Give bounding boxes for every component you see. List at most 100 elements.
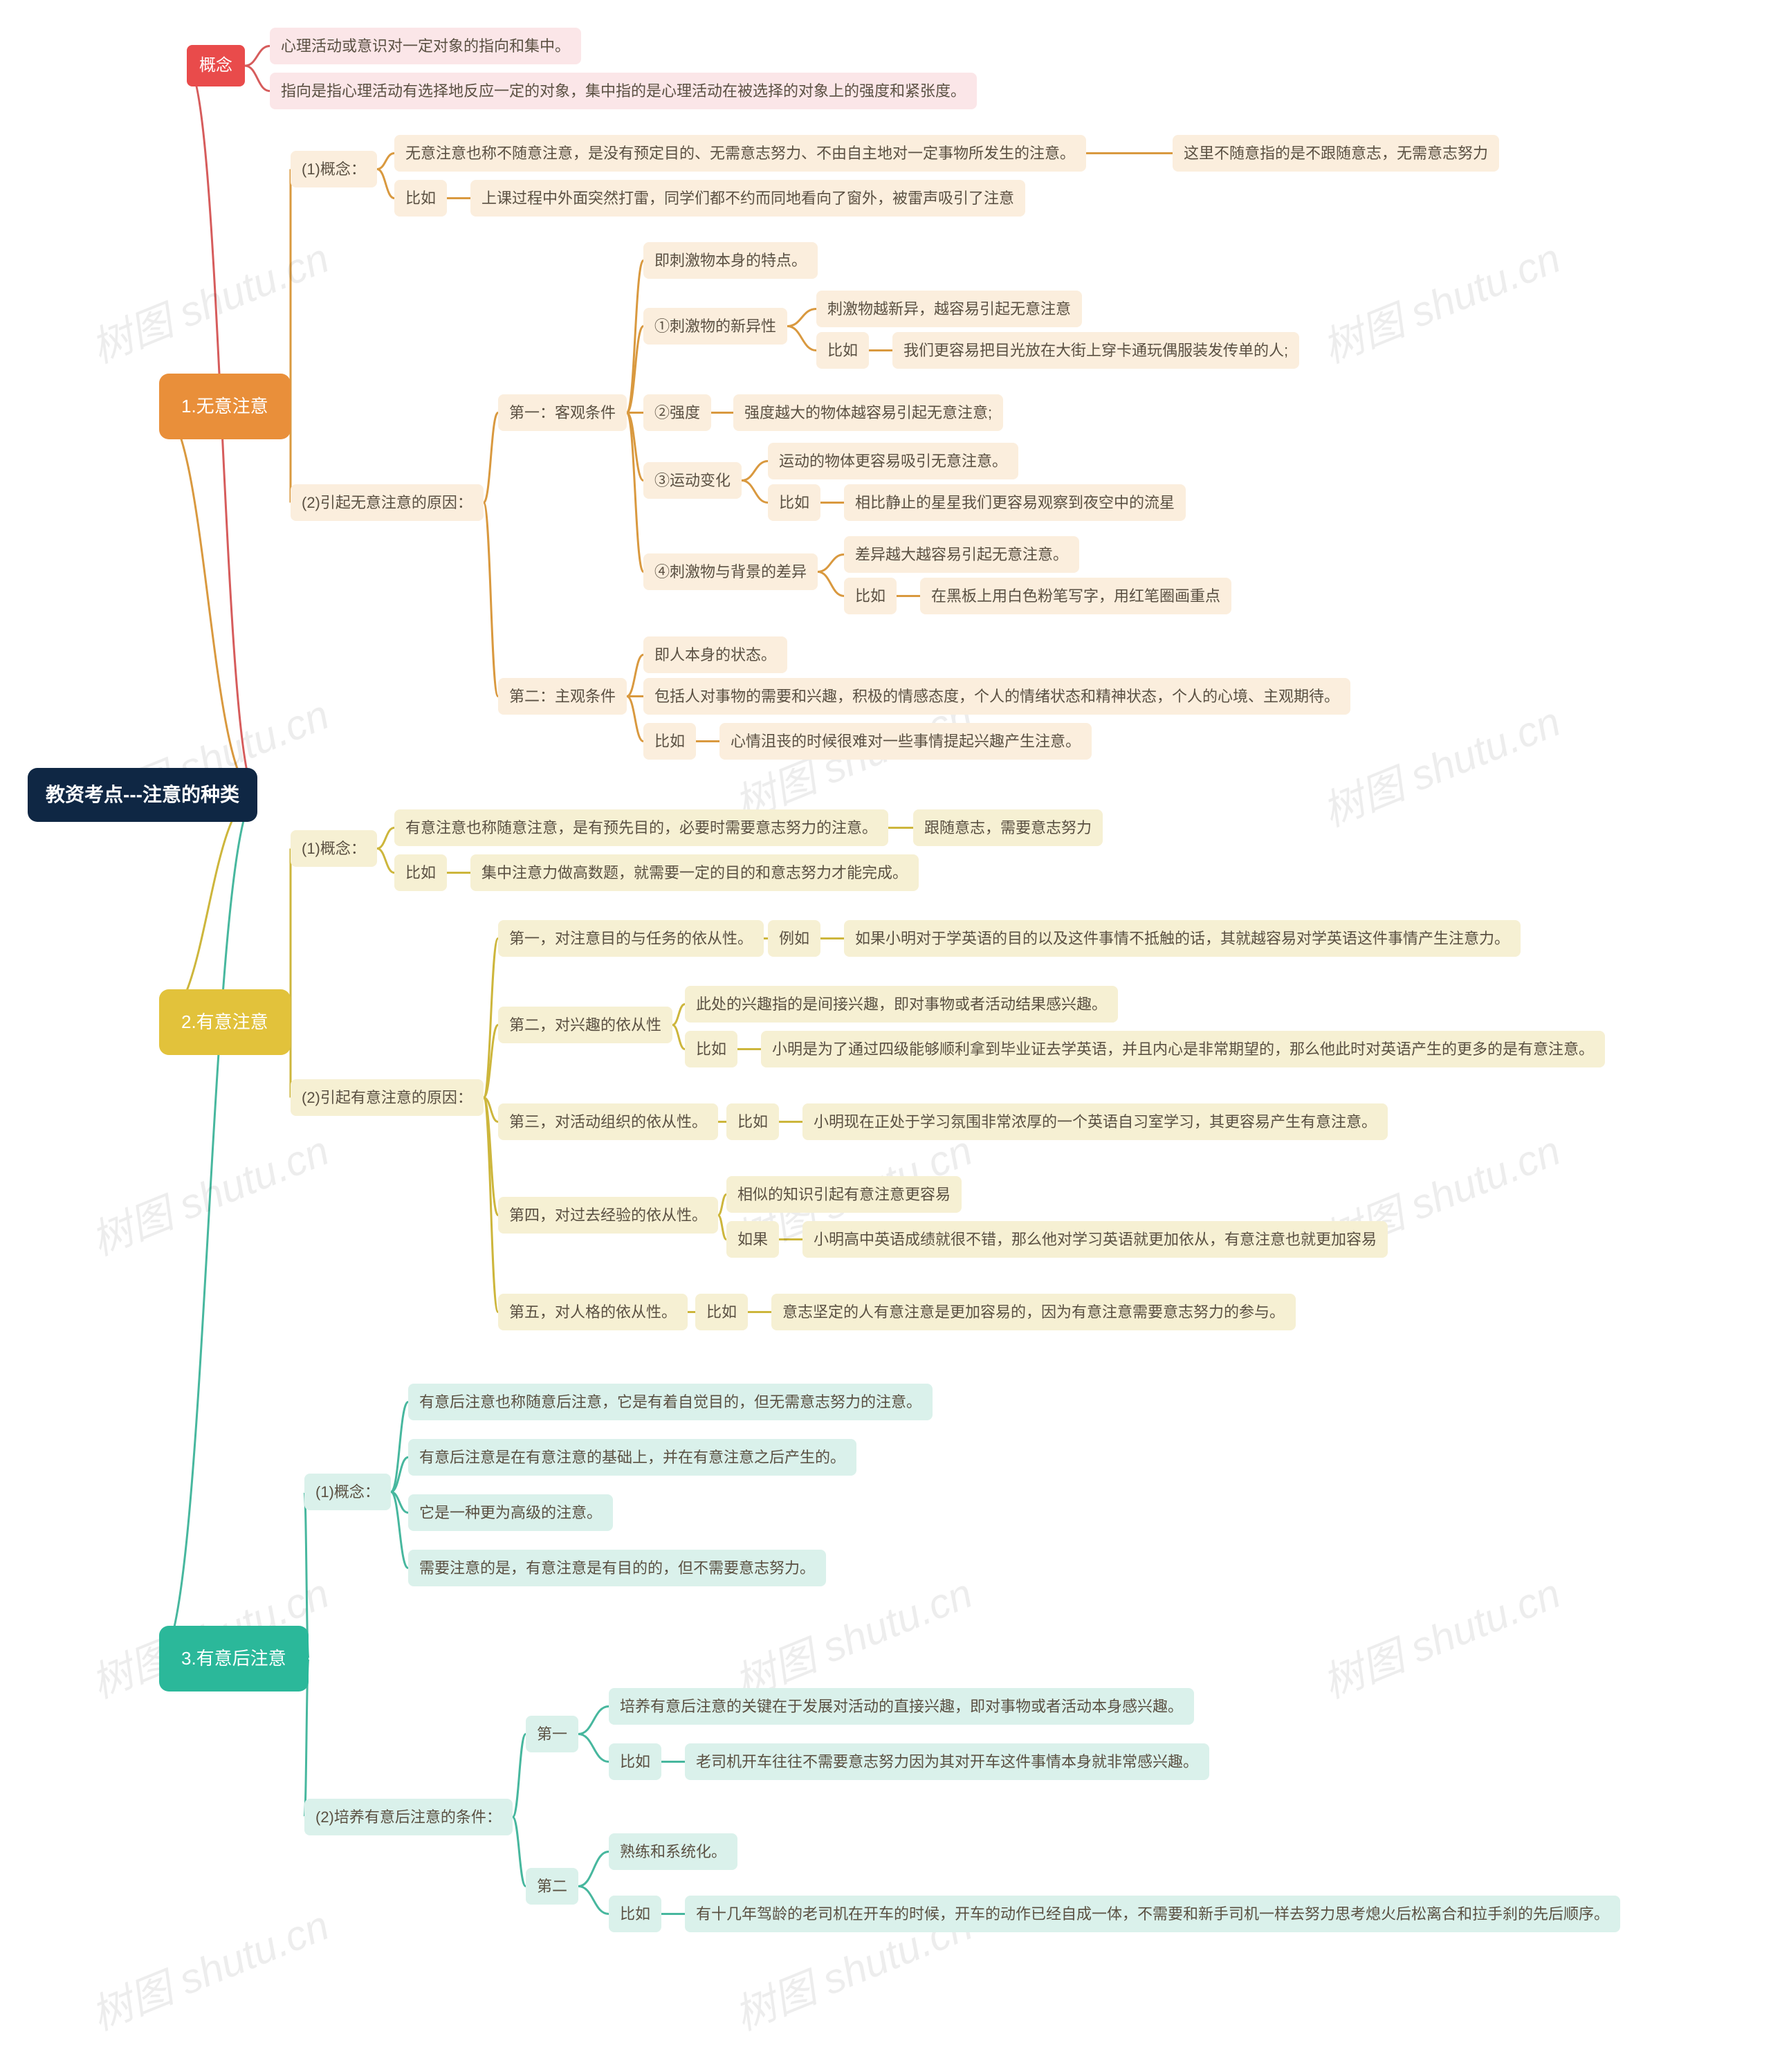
edge	[484, 1098, 498, 1216]
root-node: 教资考点---注意的种类	[28, 768, 257, 822]
node-label: 比如	[816, 332, 869, 369]
edge	[377, 849, 394, 873]
edge	[578, 1734, 609, 1762]
node-label: ④刺激物与背景的差异	[643, 553, 818, 590]
node-label: 有意后注意是在有意注意的基础上，并在有意注意之后产生的。	[408, 1439, 856, 1476]
node-label: 小明高中英语成绩就很不错，那么他对学习英语就更加依从，有意注意也就更加容易	[802, 1221, 1388, 1258]
node-label: 第二，对兴趣的依从性	[498, 1007, 672, 1043]
edge	[159, 795, 257, 1023]
node-label: (1)概念：	[304, 1474, 391, 1510]
node-label: (1)概念：	[291, 830, 377, 867]
node-label: 在黑板上用白色粉笔写字，用红笔圈画重点	[920, 578, 1231, 614]
node-label: 第三，对活动组织的依从性。	[498, 1103, 718, 1140]
node-label: 小明是为了通过四级能够顺利拿到毕业证去学英语，并且内心是非常期望的，那么他此时对…	[761, 1031, 1605, 1067]
edge	[484, 503, 498, 697]
node-label: 此处的兴趣指的是间接兴趣，即对事物或者活动结果感兴趣。	[685, 986, 1118, 1023]
edge	[245, 46, 270, 66]
node-label: 培养有意后注意的关键在于发展对活动的直接兴趣，即对事物或者活动本身感兴趣。	[609, 1688, 1194, 1725]
node-label: (2)引起有意注意的原因：	[291, 1079, 484, 1116]
node-label: 第二：主观条件	[498, 678, 627, 715]
edge	[484, 1098, 498, 1122]
node-label: 第二	[526, 1868, 578, 1905]
edge	[578, 1852, 609, 1887]
node-label: 跟随意志，需要意志努力	[913, 809, 1103, 846]
edge	[742, 461, 768, 481]
watermark: 树图 shutu.cn	[1312, 225, 1568, 375]
watermark: 树图 shutu.cn	[81, 1117, 337, 1267]
edge	[484, 1025, 498, 1098]
node-label: 比如	[643, 723, 696, 760]
edge	[377, 154, 394, 169]
node-label: 第一	[526, 1716, 578, 1752]
watermark: 树图 shutu.cn	[1312, 1560, 1568, 1710]
edge	[718, 1216, 726, 1240]
node-label: 比如	[726, 1103, 779, 1140]
edge	[377, 828, 394, 849]
node-label: 比如	[609, 1896, 661, 1932]
node-label: (2)引起无意注意的原因：	[291, 484, 484, 521]
node-label: 无意注意也称不随意注意，是没有预定目的、无需意志努力、不由自主地对一定事物所发生…	[394, 135, 1086, 172]
node-label: 第四，对过去经验的依从性。	[498, 1197, 718, 1234]
node-label: 心理活动或意识对一定对象的指向和集中。	[270, 28, 581, 64]
node-label: 需要注意的是，有意注意是有目的的，但不需要意志努力。	[408, 1550, 826, 1586]
edge	[627, 697, 643, 742]
node-label: 比如	[394, 180, 447, 217]
edge	[627, 655, 643, 697]
watermark: 树图 shutu.cn	[1312, 688, 1568, 838]
edge	[484, 413, 498, 503]
node-label: 熟练和系统化。	[609, 1833, 737, 1870]
edge	[578, 1707, 609, 1734]
edge	[787, 309, 816, 327]
edge	[742, 481, 768, 503]
node-label: 有十几年驾龄的老司机在开车的时候，开车的动作已经自成一体，不需要和新手司机一样去…	[685, 1896, 1620, 1932]
watermark: 树图 shutu.cn	[81, 1892, 337, 2042]
node-label: 比如	[768, 484, 820, 521]
edge	[627, 413, 643, 481]
edge	[484, 1098, 498, 1312]
category-node: 1.无意注意	[159, 374, 291, 439]
node-label: 意志坚定的人有意注意是更加容易的，因为有意注意需要意志努力的参与。	[771, 1294, 1296, 1330]
node-label: 老司机开车往往不需要意志努力因为其对开车这件事情本身就非常感兴趣。	[685, 1743, 1209, 1780]
node-label: ③运动变化	[643, 462, 742, 499]
node-label: 相比静止的星星我们更容易观察到夜空中的流星	[844, 484, 1186, 521]
node-label: (2)培养有意后注意的条件：	[304, 1799, 513, 1835]
edge	[159, 795, 257, 1659]
node-label: 如果	[726, 1221, 779, 1258]
edge	[818, 555, 844, 572]
node-label: 有意后注意也称随意后注意，它是有着自觉目的，但无需意志努力的注意。	[408, 1384, 933, 1420]
node-label: 比如	[695, 1294, 748, 1330]
edge	[578, 1887, 609, 1914]
node-label: 例如	[768, 920, 820, 957]
mindmap-canvas: 树图 shutu.cn 树图 shutu.cn 树图 shutu.cn 树图 shut…	[0, 0, 1771, 2072]
edge	[484, 939, 498, 1098]
edge	[787, 327, 816, 351]
node-label: (1)概念：	[291, 151, 377, 187]
node-label: ①刺激物的新异性	[643, 308, 787, 345]
edge	[391, 1492, 408, 1513]
node-label: 比如	[609, 1743, 661, 1780]
edge	[627, 327, 643, 413]
edge	[377, 169, 394, 199]
edge	[672, 1025, 685, 1049]
edge	[672, 1005, 685, 1025]
node-label: 相似的知识引起有意注意更容易	[726, 1176, 962, 1213]
category-node: 3.有意后注意	[159, 1626, 309, 1691]
node-label: 第五，对人格的依从性。	[498, 1294, 688, 1330]
node-label: 差异越大越容易引起无意注意。	[844, 536, 1079, 573]
edge	[513, 1817, 526, 1887]
node-label: 小明现在正处于学习氛围非常浓厚的一个英语自习室学习，其更容易产生有意注意。	[802, 1103, 1388, 1140]
node-label: 我们更容易把目光放在大街上穿卡通玩偶服装发传单的人;	[892, 332, 1299, 369]
node-label: 强度越大的物体越容易引起无意注意;	[733, 394, 1003, 431]
node-label: 指向是指心理活动有选择地反应一定的对象，集中指的是心理活动在被选择的对象上的强度…	[270, 73, 977, 109]
node-label: 比如	[685, 1031, 737, 1067]
node-label: 集中注意力做高数题，就需要一定的目的和意志努力才能完成。	[470, 854, 919, 891]
node-label: 即人本身的状态。	[643, 636, 787, 673]
node-label: 它是一种更为高级的注意。	[408, 1494, 613, 1531]
edge	[391, 1492, 408, 1568]
node-label: 包括人对事物的需要和兴趣，积极的情感态度，个人的情绪状态和精神状态，个人的心境、…	[643, 678, 1350, 715]
node-label: 心情沮丧的时候很难对一些事情提起兴趣产生注意。	[719, 723, 1092, 760]
node-label: 比如	[394, 854, 447, 891]
watermark: 树图 shutu.cn	[81, 225, 337, 375]
edge	[391, 1458, 408, 1492]
node-label: 刺激物越新异，越容易引起无意注意	[816, 291, 1082, 327]
